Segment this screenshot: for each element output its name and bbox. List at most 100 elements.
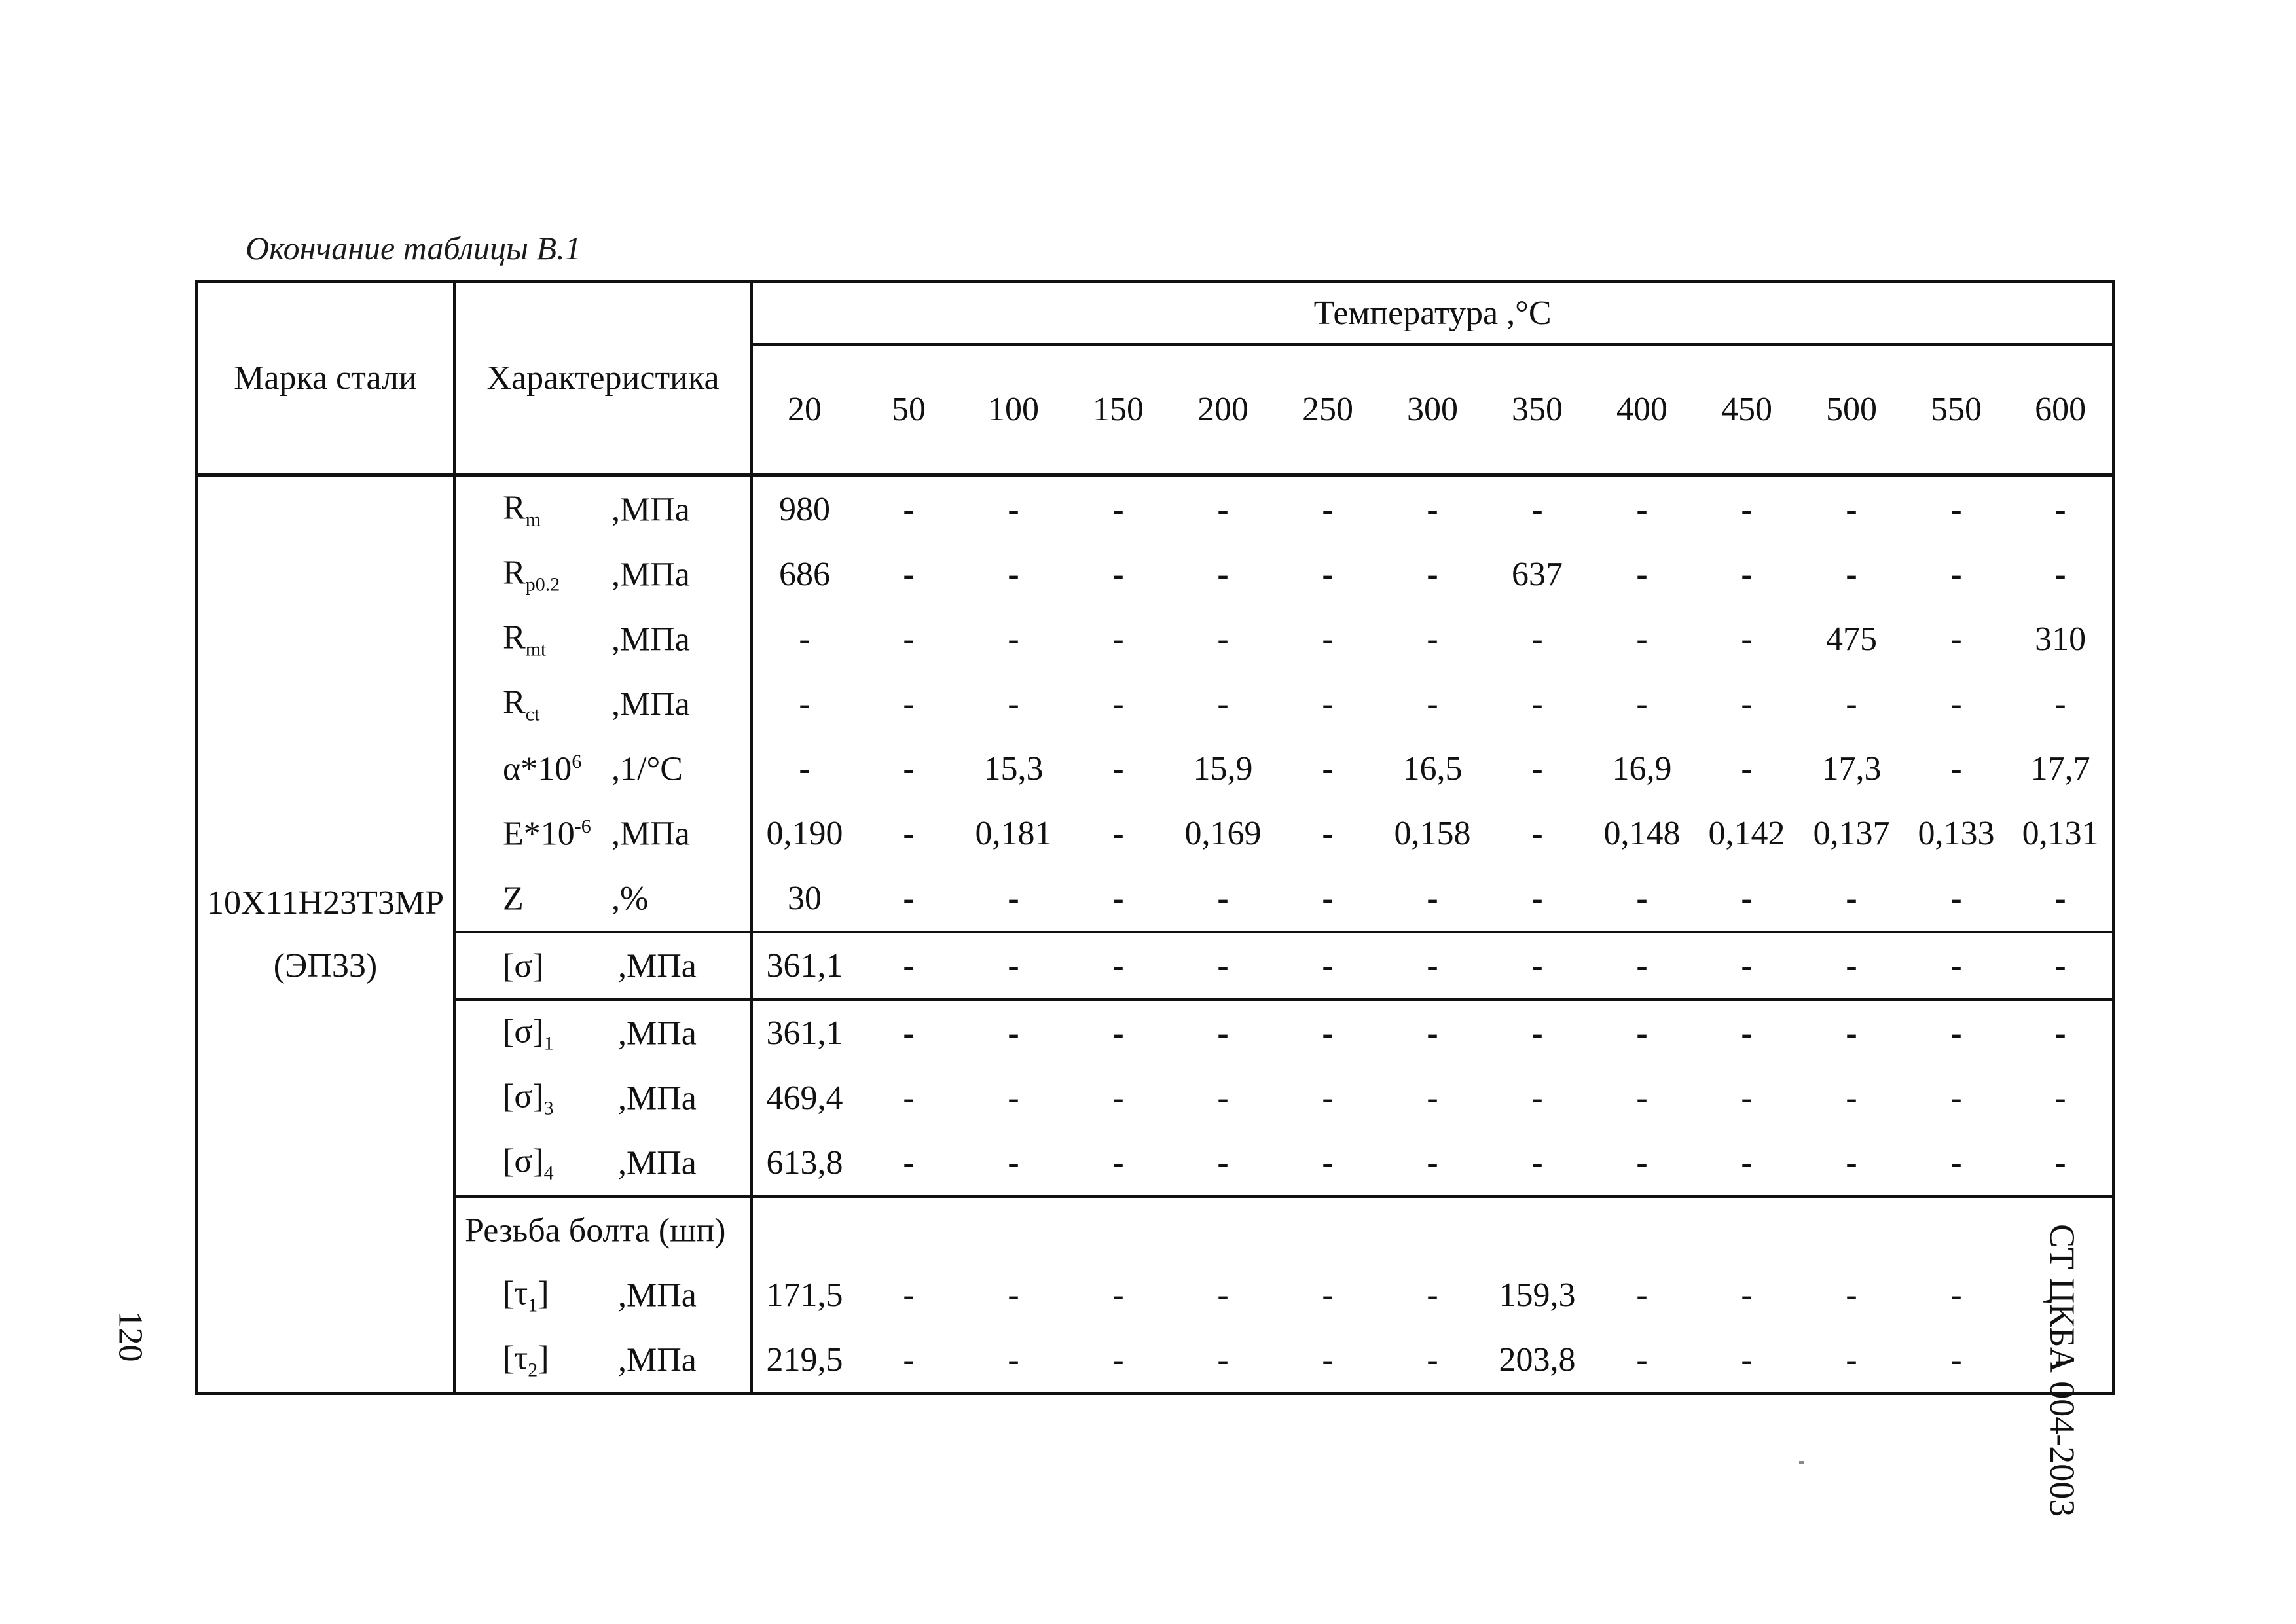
temp-col-600: 600 [2009, 344, 2115, 477]
value-cell: 15,9 [1193, 750, 1253, 787]
value-cell: - [856, 998, 961, 1066]
value-cell: - [750, 607, 856, 672]
value-cell: - [1531, 685, 1543, 723]
value-cell: - [2009, 866, 2115, 932]
characteristic-symbol: Rmt [503, 618, 546, 660]
value-cell: - [1427, 880, 1438, 917]
temp-col-400: 400 [1590, 344, 1694, 477]
steel-grade-alias: (ЭП33) [273, 947, 378, 984]
symbol-subscript: m [525, 509, 541, 531]
characteristic-symbol: [τ1] [503, 1274, 549, 1316]
temp-col-500: 500 [1799, 344, 1904, 477]
characteristic-unit: ,МПа [611, 621, 690, 658]
characteristic-symbol: [σ] [503, 947, 544, 985]
value-cell [1066, 1195, 1171, 1263]
value-cell: - [2009, 931, 2115, 1000]
symbol-text: [σ] [503, 1012, 544, 1050]
symbol-text: Z [503, 880, 524, 917]
value-cell: - [1846, 1276, 1857, 1314]
value-cell: - [1950, 1079, 1962, 1117]
characteristic-cell: Rp0.2 ,МПа [453, 542, 753, 607]
symbol-subscript: ct [525, 703, 540, 725]
table-row: [σ]1 ,МПа 361,1- - - - - - - - - - - - [196, 998, 2115, 1066]
value-cell: - [1008, 556, 1019, 593]
value-cell: - [856, 473, 961, 542]
symbol-bracket: ] [538, 1274, 549, 1312]
characteristic-cell: Z,% [453, 866, 753, 932]
value-cell: - [1485, 931, 1590, 1000]
value-cell: 613,8 [750, 1130, 856, 1197]
characteristic-symbol: Rm [503, 488, 541, 531]
value-cell: - [1217, 621, 1229, 658]
characteristic-unit: ,1/°С [611, 750, 683, 787]
value-cell: 0,181 [975, 815, 1052, 852]
value-cell: - [1171, 1327, 1275, 1395]
value-cell: - [1485, 998, 1590, 1066]
value-cell: - [1171, 931, 1275, 1000]
value-cell: - [1112, 556, 1124, 593]
value-cell: - [1531, 621, 1543, 658]
value-cell: - [903, 556, 915, 593]
temp-col-150: 150 [1066, 344, 1171, 477]
value-cell: - [1112, 621, 1124, 658]
value-cell: - [1636, 880, 1648, 917]
value-cell: - [1008, 1144, 1019, 1182]
value-cell: - [1799, 998, 1904, 1066]
temp-col-550: 550 [1904, 344, 2009, 477]
value-cell: - [2009, 542, 2115, 607]
symbol-text: R [503, 618, 526, 656]
value-cell [2009, 1195, 2115, 1263]
value-cell: 0,131 [2009, 801, 2115, 866]
value-cell: 310 [2009, 607, 2115, 672]
symbol-subscript: mt [525, 638, 547, 660]
value-cell: 17,3 [1821, 750, 1882, 787]
characteristic-unit: ,МПа [611, 815, 690, 852]
table-row: Rmt ,МПа - - - - - - - - - - 475 - 310 [196, 607, 2115, 672]
value-cell: - [2009, 672, 2115, 736]
value-cell: - [1590, 1327, 1694, 1395]
characteristic-unit: ,МПа [618, 1276, 697, 1314]
value-cell: - [1112, 750, 1124, 787]
value-cell: - [1275, 473, 1380, 542]
value-cell: - [1531, 1079, 1543, 1117]
value-cell: - [1741, 880, 1753, 917]
value-cell: - [1380, 931, 1485, 1000]
characteristic-symbol: E*10-6 [503, 814, 591, 853]
value-cell: - [1950, 685, 1962, 723]
value-cell: 686 [750, 542, 856, 607]
value-cell: 16,5 [1402, 750, 1463, 787]
temp-col-100: 100 [961, 344, 1066, 477]
value-cell: - [1112, 1079, 1124, 1117]
table-row: [σ]3 ,МПа 469,4 - - - - - - - - - - - - [196, 1066, 2115, 1130]
symbol-text: [σ] [503, 1077, 544, 1115]
value-cell: - [1427, 685, 1438, 723]
value-cell: - [2009, 1263, 2115, 1327]
value-cell: - [1950, 750, 1962, 787]
value-cell: - [750, 672, 856, 736]
value-cell: - [1427, 556, 1438, 593]
value-cell: - [1904, 473, 2009, 542]
characteristic-cell: E*10-6 ,МПа [453, 801, 753, 866]
value-cell: - [1427, 1144, 1438, 1182]
value-cell: - [903, 685, 915, 723]
characteristic-symbol: [σ]4 [503, 1142, 554, 1184]
value-cell: 0,190 [750, 801, 856, 866]
header-temperature: Температура ,°С [750, 280, 2115, 346]
value-cell: - [1112, 685, 1124, 723]
value-cell: - [1322, 815, 1334, 852]
steel-grade-cell: 10Х11Н23Т3МР (ЭП33) [195, 473, 456, 1395]
value-cell: 475 [1826, 621, 1877, 658]
value-cell: - [1322, 685, 1334, 723]
value-cell: - [1950, 880, 1962, 917]
value-cell: - [1322, 880, 1334, 917]
table-caption: Окончание таблицы В.1 [246, 230, 581, 266]
value-cell: - [2009, 1130, 2115, 1197]
value-cell: - [1066, 998, 1171, 1066]
table-row: E*10-6 ,МПа 0,190 - 0,181 - 0,169 - 0,158 - 0,148 0… [196, 801, 2115, 866]
value-cell: - [1322, 1144, 1334, 1182]
symbol-text: α*10 [503, 750, 572, 787]
value-cell [1380, 1195, 1485, 1263]
value-cell: - [961, 931, 1066, 1000]
value-cell [1590, 1195, 1694, 1263]
value-cell: - [1217, 1079, 1229, 1117]
